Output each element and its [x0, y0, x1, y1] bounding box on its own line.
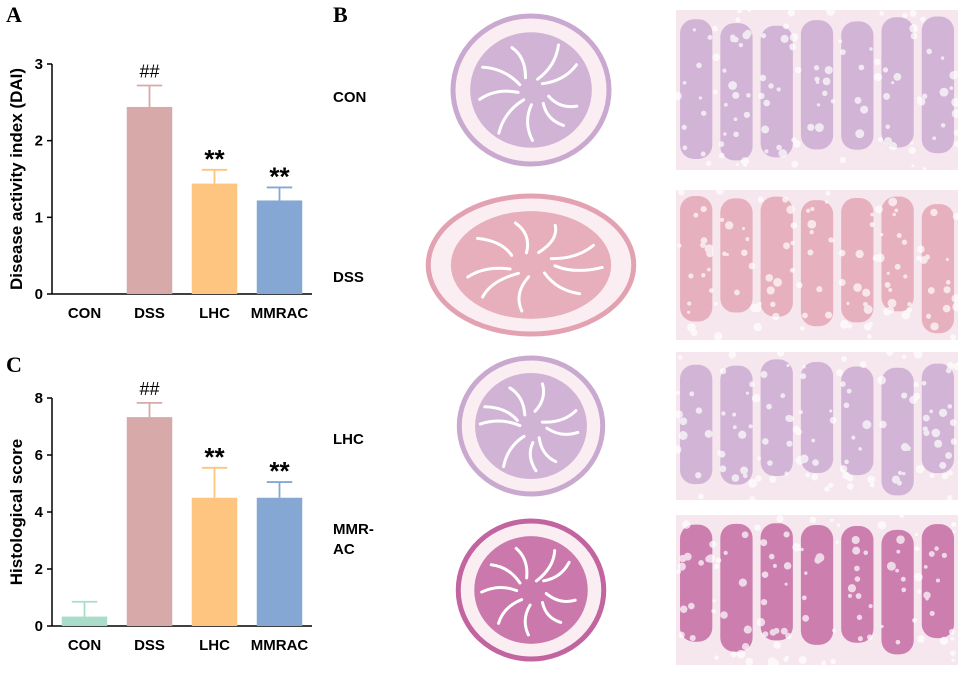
histology-overview-image-3: [400, 352, 662, 500]
x-tick-label-lhc: LHC: [199, 305, 230, 322]
histology-overview-image-1: [400, 10, 662, 170]
bar-con: [61, 616, 108, 626]
error-bar-lhc: [201, 168, 228, 184]
significance-label-dss: ##: [139, 61, 159, 81]
y-tick-label: 0: [35, 618, 43, 635]
bar-lhc: [191, 183, 238, 294]
panel-letter-a: A: [6, 2, 22, 27]
error-bar-dss: [136, 84, 163, 107]
histology-row-label-3: LHC: [333, 431, 364, 448]
x-tick-label-dss: DSS: [134, 637, 165, 654]
y-tick-label: 2: [35, 561, 43, 578]
chart-a-dai: 0 1 2 3 Disease activity index (DAI) CON ## DSS…: [7, 56, 312, 322]
bar-dss: [126, 417, 173, 626]
significance-label-lhc: **: [204, 442, 225, 472]
significance-label-mmrac: **: [269, 161, 290, 191]
histology-zoom-image-4: [676, 515, 958, 665]
x-tick-label-mmrac: MMRAC: [251, 305, 309, 322]
error-bar-con: [71, 600, 98, 617]
y-axis-title: Histological score: [7, 439, 26, 585]
y-tick-label: 6: [35, 447, 43, 464]
error-bar-mmrac: [266, 186, 293, 201]
y-axis-title: Disease activity index (DAI): [7, 68, 26, 290]
histology-zoom-image-3: [676, 352, 958, 500]
histology-zoom-image-2: [676, 190, 958, 340]
significance-label-dss: ##: [139, 379, 159, 399]
bar-lhc: [191, 497, 238, 626]
panel-letter-b: B: [333, 2, 348, 27]
x-tick-label-con: CON: [68, 637, 101, 654]
histology-row-label-2: DSS: [333, 269, 364, 286]
y-tick-label: 4: [35, 504, 44, 521]
panel-letter-c: C: [6, 352, 22, 377]
x-tick-label-lhc: LHC: [199, 637, 230, 654]
y-tick-label: 8: [35, 390, 43, 407]
histology-row-label-1: CON: [333, 89, 367, 106]
histology-row-label-4: MMR- AC: [333, 521, 374, 558]
y-tick-label: 3: [35, 56, 43, 73]
error-bar-mmrac: [266, 481, 293, 498]
error-bar-dss: [136, 401, 163, 418]
histology-zoom-image-1: [676, 10, 958, 170]
histology-overview-image-4: [400, 515, 662, 665]
significance-label-mmrac: **: [269, 456, 290, 486]
bar-mmrac: [256, 200, 303, 294]
x-tick-label-dss: DSS: [134, 305, 165, 322]
y-tick-label: 2: [35, 133, 43, 150]
histology-overview-image-2: [400, 190, 662, 340]
chart-c-histological-score: 0 2 4 6 8 Histological score CON ## DSS ** LHC ** MM…: [7, 379, 312, 654]
error-bar-lhc: [201, 466, 228, 498]
x-tick-label-con: CON: [68, 305, 101, 322]
x-tick-label-mmrac: MMRAC: [251, 637, 309, 654]
y-tick-label: 1: [35, 209, 43, 226]
bar-mmrac: [256, 497, 303, 626]
significance-label-lhc: **: [204, 144, 225, 174]
bar-dss: [126, 106, 173, 294]
y-tick-label: 0: [35, 286, 43, 303]
